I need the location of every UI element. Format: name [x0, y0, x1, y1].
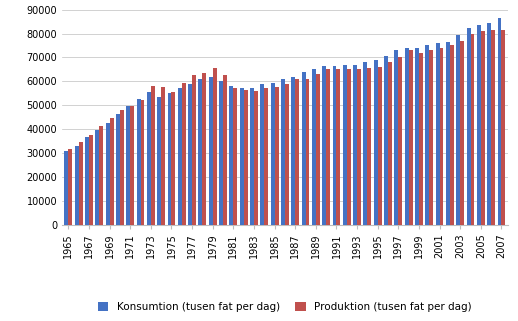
Bar: [275, 87, 279, 225]
Bar: [337, 69, 340, 225]
Bar: [233, 89, 237, 225]
Bar: [161, 87, 165, 225]
Bar: [213, 68, 217, 225]
Bar: [343, 65, 347, 225]
Bar: [140, 100, 145, 225]
Bar: [415, 48, 419, 225]
Bar: [219, 81, 223, 225]
Bar: [347, 69, 351, 225]
Bar: [95, 130, 99, 225]
Bar: [374, 60, 378, 225]
Bar: [481, 31, 485, 225]
Bar: [467, 28, 470, 225]
Bar: [254, 91, 258, 225]
Bar: [301, 72, 306, 225]
Bar: [264, 89, 268, 225]
Bar: [110, 118, 113, 225]
Bar: [460, 41, 464, 225]
Bar: [157, 97, 161, 225]
Bar: [250, 89, 254, 225]
Bar: [85, 137, 89, 225]
Bar: [182, 82, 185, 225]
Bar: [106, 123, 110, 225]
Bar: [291, 76, 295, 225]
Bar: [295, 79, 299, 225]
Bar: [285, 84, 289, 225]
Bar: [188, 84, 192, 225]
Bar: [147, 92, 151, 225]
Bar: [75, 146, 79, 225]
Bar: [261, 84, 264, 225]
Bar: [501, 30, 506, 225]
Bar: [151, 86, 155, 225]
Bar: [477, 25, 481, 225]
Bar: [306, 79, 309, 225]
Bar: [209, 76, 213, 225]
Bar: [89, 135, 93, 225]
Bar: [405, 48, 409, 225]
Bar: [137, 99, 140, 225]
Bar: [126, 107, 130, 225]
Bar: [116, 114, 120, 225]
Bar: [440, 48, 443, 225]
Bar: [68, 150, 73, 225]
Bar: [357, 69, 361, 225]
Bar: [99, 126, 103, 225]
Bar: [79, 142, 82, 225]
Bar: [223, 75, 227, 225]
Bar: [322, 66, 326, 225]
Bar: [491, 30, 495, 225]
Bar: [316, 74, 320, 225]
Bar: [436, 43, 440, 225]
Bar: [470, 33, 474, 225]
Legend: Konsumtion (tusen fat per dag), Produktion (tusen fat per dag): Konsumtion (tusen fat per dag), Produkti…: [94, 298, 476, 316]
Bar: [456, 35, 460, 225]
Bar: [312, 69, 316, 225]
Bar: [333, 66, 337, 225]
Bar: [398, 57, 402, 225]
Bar: [171, 92, 176, 225]
Bar: [367, 68, 371, 225]
Bar: [192, 75, 196, 225]
Bar: [178, 89, 182, 225]
Bar: [446, 42, 450, 225]
Bar: [497, 18, 501, 225]
Bar: [419, 53, 423, 225]
Bar: [394, 50, 398, 225]
Bar: [243, 90, 248, 225]
Bar: [167, 93, 171, 225]
Bar: [353, 65, 357, 225]
Bar: [378, 67, 382, 225]
Bar: [326, 69, 330, 225]
Bar: [203, 73, 206, 225]
Bar: [429, 50, 433, 225]
Bar: [364, 62, 367, 225]
Bar: [281, 79, 285, 225]
Bar: [120, 110, 124, 225]
Bar: [240, 89, 243, 225]
Bar: [64, 151, 68, 225]
Bar: [229, 86, 233, 225]
Bar: [271, 82, 275, 225]
Bar: [198, 79, 203, 225]
Bar: [130, 107, 134, 225]
Bar: [425, 46, 429, 225]
Bar: [450, 46, 454, 225]
Bar: [384, 56, 388, 225]
Bar: [388, 62, 392, 225]
Bar: [409, 50, 412, 225]
Bar: [487, 23, 491, 225]
